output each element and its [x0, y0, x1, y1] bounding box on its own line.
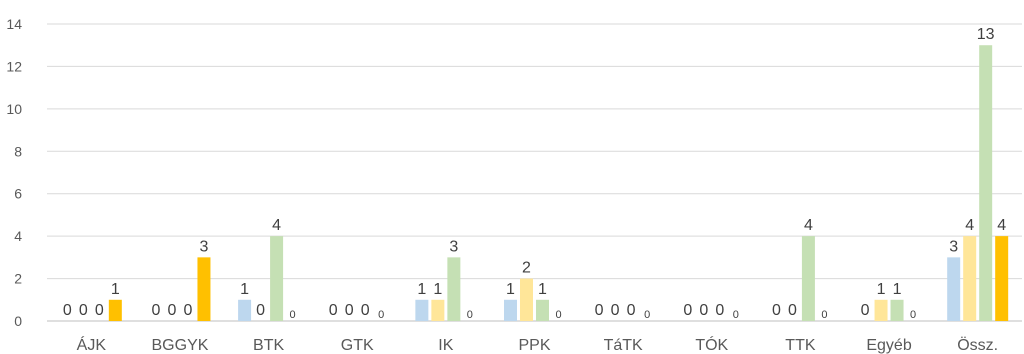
data-label: 13 [977, 26, 995, 43]
data-label: 0 [699, 302, 708, 319]
data-label: 0 [79, 302, 88, 319]
bar [520, 278, 533, 321]
gridlines [47, 23, 1022, 322]
x-tick-label: GTK [341, 337, 374, 354]
bar [415, 299, 429, 321]
bar [947, 257, 961, 321]
bar [963, 236, 977, 321]
data-label: 1 [433, 281, 442, 298]
data-label: 0 [95, 302, 104, 319]
data-label: 1 [538, 281, 547, 298]
data-label: 4 [997, 217, 1006, 234]
data-label: 0 [555, 309, 561, 321]
data-label: 0 [168, 302, 177, 319]
data-label: 1 [417, 281, 426, 298]
data-label: 0 [715, 302, 724, 319]
data-label: 1 [111, 281, 120, 298]
data-label: 0 [378, 309, 384, 321]
data-label: 0 [821, 309, 827, 321]
bar [979, 45, 993, 321]
y-tick-label: 6 [14, 186, 22, 202]
bar [504, 299, 517, 321]
data-label: 0 [788, 302, 797, 319]
data-label: 0 [63, 302, 72, 319]
data-label: 2 [522, 260, 531, 277]
x-axis: ÁJK BGGYK BTK GTK IK PPK TáTK TÓK TTK Egyéb Össz. [77, 335, 998, 354]
bar [108, 299, 122, 321]
bar [536, 299, 549, 321]
x-tick-label: BTK [253, 337, 284, 354]
data-label: 1 [893, 281, 902, 298]
x-tick-label: TÓK [695, 335, 728, 354]
data-label: 0 [345, 302, 354, 319]
data-label: 0 [910, 309, 916, 321]
y-tick-label: 0 [14, 313, 22, 329]
data-label: 3 [200, 238, 209, 255]
x-tick-label: TáTK [604, 337, 643, 354]
x-tick-label: BGGYK [152, 337, 209, 354]
bar [995, 236, 1009, 321]
data-label: 0 [772, 302, 781, 319]
bar [447, 257, 461, 321]
data-label: 0 [467, 309, 473, 321]
data-label: 0 [595, 302, 604, 319]
bar [874, 299, 888, 321]
bar [197, 257, 211, 321]
x-tick-label: Össz. [957, 336, 998, 354]
data-label: 0 [184, 302, 193, 319]
data-label: 4 [804, 217, 813, 234]
data-label: 4 [965, 217, 974, 234]
data-label: 0 [256, 302, 265, 319]
bar [431, 299, 445, 321]
y-tick-label: 2 [14, 271, 22, 287]
y-tick-label: 12 [6, 58, 22, 74]
y-axis: 0 2 4 6 8 10 12 14 [6, 16, 22, 329]
data-label: 0 [627, 302, 636, 319]
data-label: 0 [611, 302, 620, 319]
bars [108, 45, 1009, 321]
x-tick-label: TTK [785, 337, 816, 354]
data-label: 0 [644, 309, 650, 321]
data-label: 1 [877, 281, 886, 298]
data-label: 0 [152, 302, 161, 319]
x-tick-label: PPK [518, 337, 550, 354]
x-tick-label: Egyéb [866, 337, 911, 354]
bar [238, 299, 252, 321]
data-label: 0 [361, 302, 370, 319]
bar [890, 299, 904, 321]
data-label: 3 [449, 238, 458, 255]
data-label: 1 [506, 281, 515, 298]
x-tick-label: IK [438, 337, 453, 354]
data-label: 3 [949, 238, 958, 255]
data-label: 0 [861, 302, 870, 319]
data-label: 0 [329, 302, 338, 319]
data-label: 4 [272, 217, 281, 234]
y-tick-label: 14 [6, 16, 22, 32]
data-label: 1 [240, 281, 249, 298]
bar [801, 236, 815, 321]
y-tick-label: 4 [14, 228, 22, 244]
x-tick-label: ÁJK [77, 335, 107, 354]
data-label: 0 [683, 302, 692, 319]
y-tick-label: 10 [6, 101, 22, 117]
y-tick-label: 8 [14, 143, 22, 159]
data-label: 0 [733, 309, 739, 321]
data-label: 0 [290, 309, 296, 321]
bar [270, 236, 284, 321]
